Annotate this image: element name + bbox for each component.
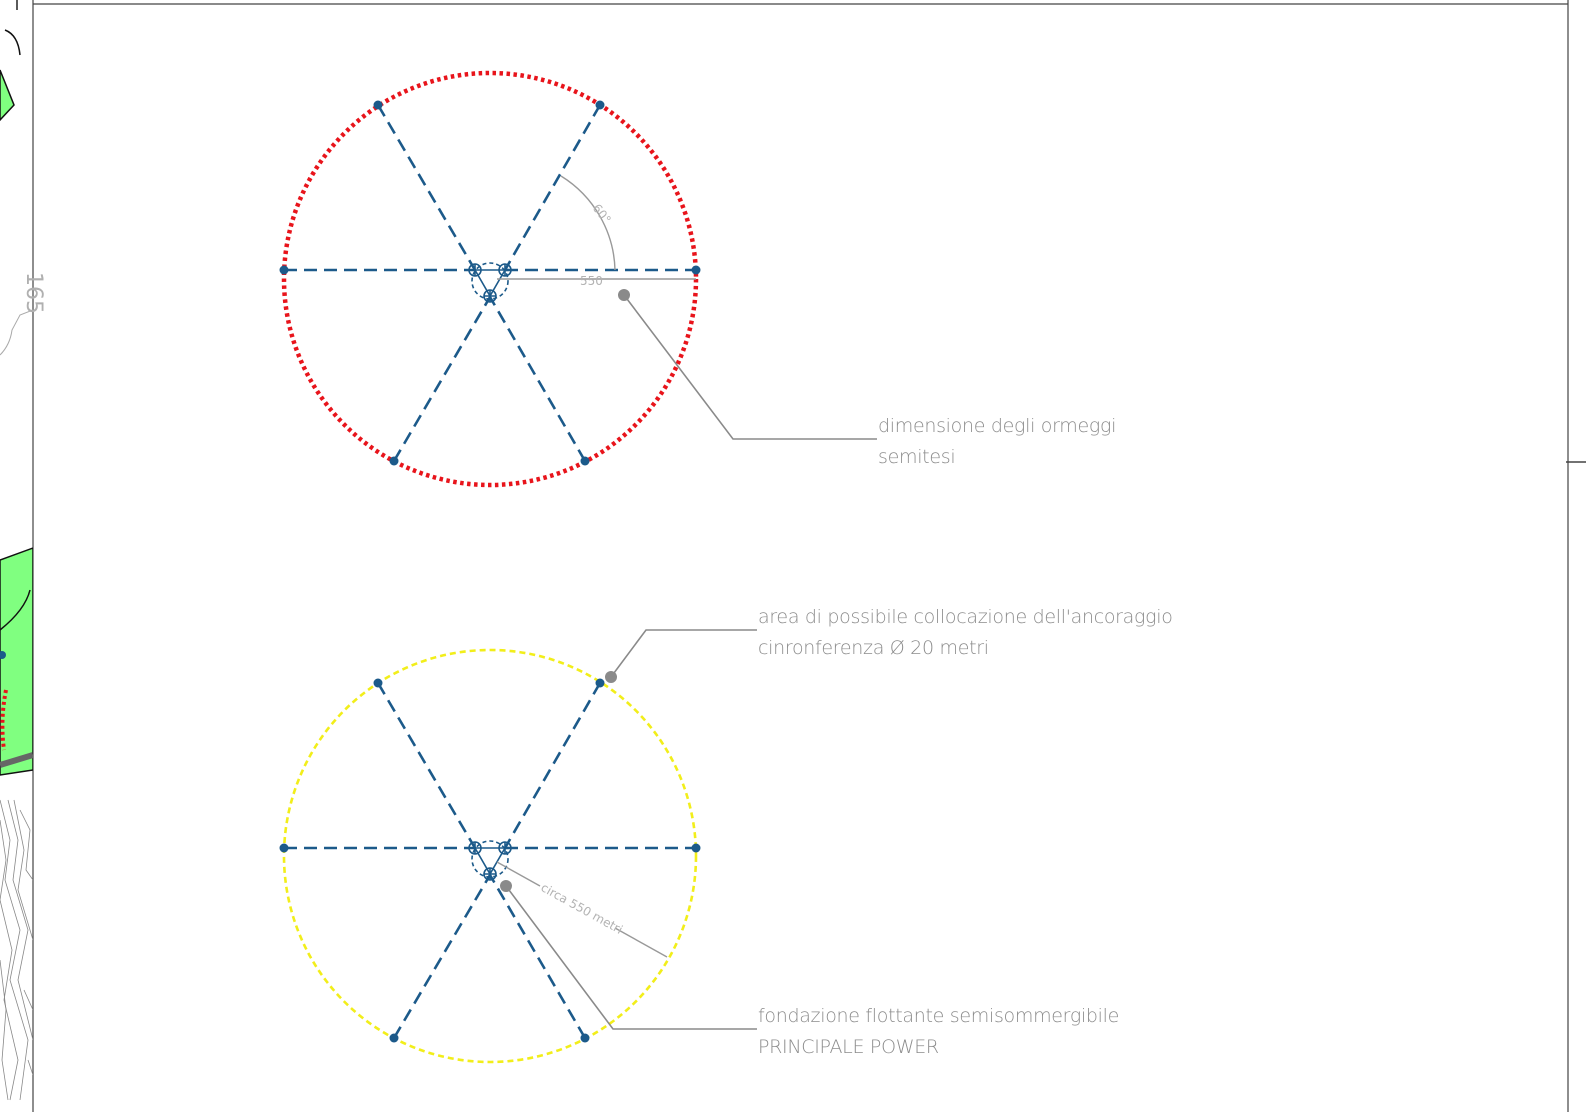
mooring-size-label-line2: semitesi bbox=[878, 446, 955, 468]
anchor-area-label: area di possibile collocazione dell'anco… bbox=[758, 606, 1173, 628]
anchor-point bbox=[389, 1033, 399, 1043]
floating-foundation-symbol bbox=[468, 262, 512, 303]
side-marker-label: 165 bbox=[21, 272, 46, 314]
anchor-point bbox=[389, 456, 399, 466]
floating-foundation-symbol bbox=[468, 840, 512, 881]
anchor-points bbox=[279, 678, 701, 1043]
map-fragment bbox=[0, 29, 33, 1101]
anchor-point bbox=[279, 843, 289, 853]
anchor-point bbox=[691, 265, 701, 275]
radius-label: circa 550 metri bbox=[539, 880, 626, 936]
anchor-point bbox=[595, 678, 605, 688]
anchor-area-circle bbox=[282, 648, 698, 1064]
anchor-point bbox=[580, 1033, 590, 1043]
radius-dimension-line bbox=[496, 861, 541, 887]
anchor-point bbox=[595, 100, 605, 110]
angle-arc bbox=[560, 175, 616, 271]
callout-leader bbox=[623, 294, 877, 440]
mooring-size-label: dimensione degli ormeggi bbox=[878, 415, 1116, 437]
radius-dimension-line-end bbox=[614, 927, 668, 958]
callout-leader bbox=[610, 629, 757, 678]
sheet-frame bbox=[16, 0, 1586, 1112]
anchor-area-diagram: circa 550 metri area di possibile colloc… bbox=[279, 606, 1173, 1064]
foundation-label-line2: PRINCIPALE POWER bbox=[758, 1036, 939, 1058]
anchor-point bbox=[691, 843, 701, 853]
foundation-label: fondazione flottante semisommergibile bbox=[758, 1005, 1119, 1027]
mooring-lines bbox=[284, 682, 696, 1039]
mooring-lines bbox=[284, 104, 696, 462]
radius-label: 550 bbox=[580, 274, 603, 288]
semitaut-mooring-diagram: 60° 550 dimensione degli ormeggi semites… bbox=[279, 70, 1116, 488]
anchor-point bbox=[373, 100, 383, 110]
anchor-point bbox=[580, 456, 590, 466]
anchor-points bbox=[279, 100, 701, 466]
anchor-area-label-line2: cinronferenza Ø 20 metri bbox=[758, 637, 989, 659]
callout-leader bbox=[505, 885, 757, 1030]
anchor-point bbox=[373, 678, 383, 688]
anchor-point bbox=[279, 265, 289, 275]
